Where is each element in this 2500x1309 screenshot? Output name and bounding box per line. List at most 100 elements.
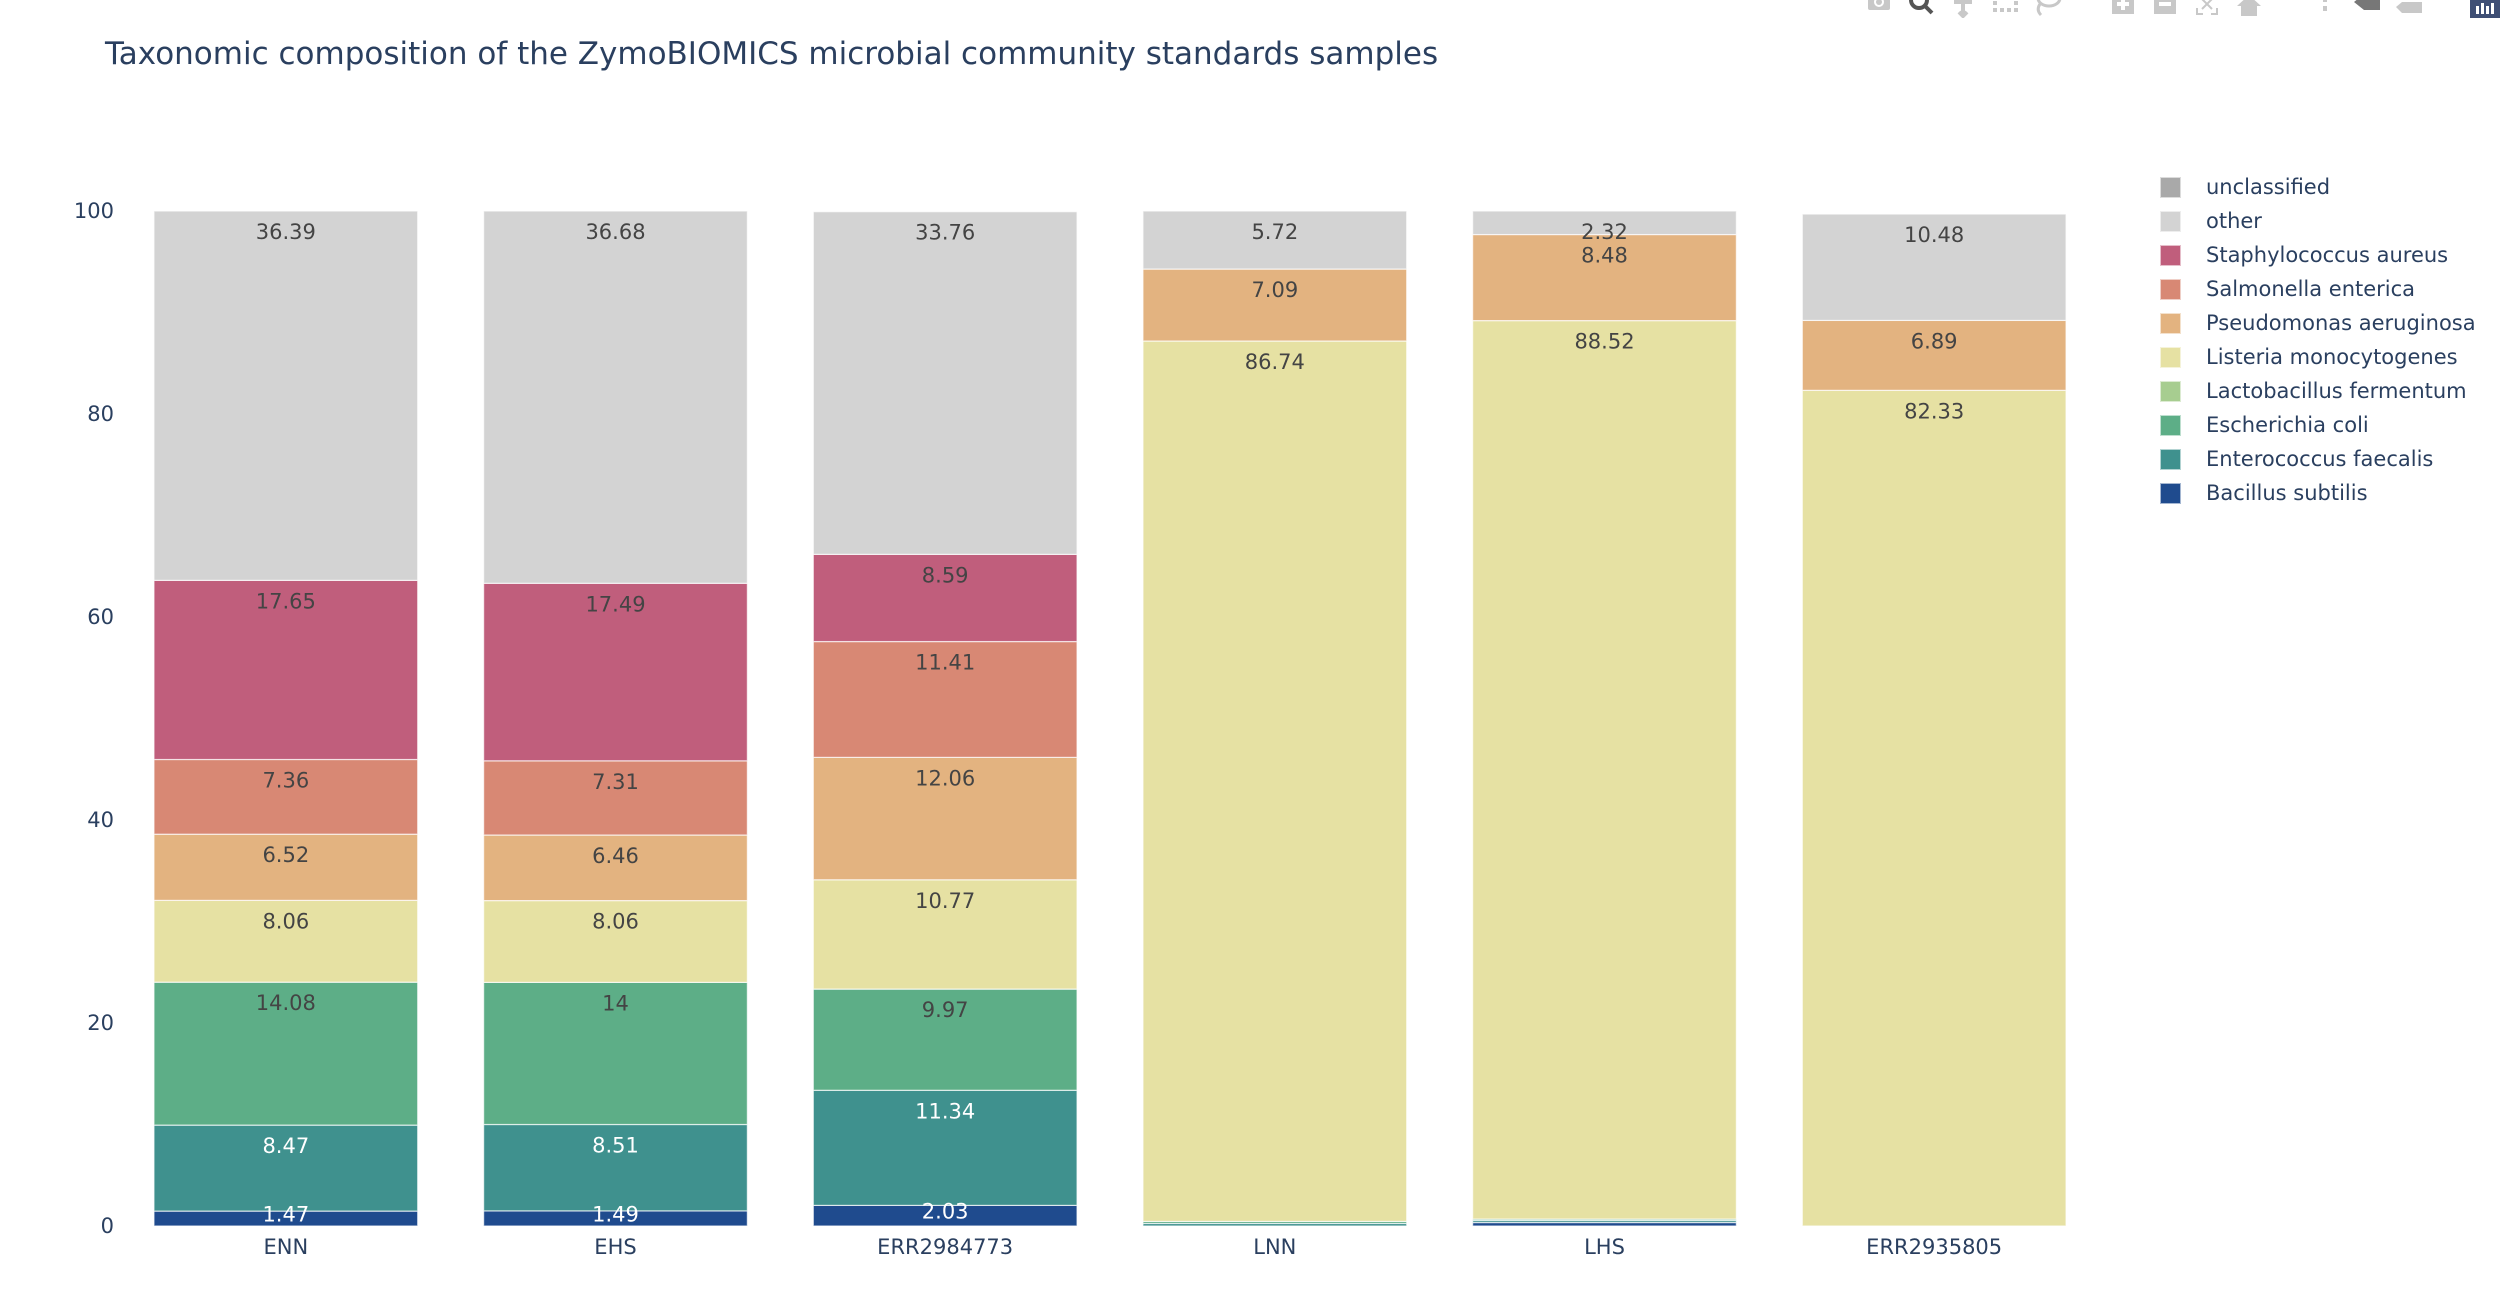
y-tick-label: 60 — [87, 605, 114, 629]
zoom-in-button[interactable] — [2108, 0, 2138, 18]
legend-label: Lactobacillus fermentum — [2206, 379, 2467, 403]
bar-value-label: 7.31 — [592, 770, 639, 794]
hover-compare-button[interactable] — [2352, 0, 2382, 18]
legend-label: unclassified — [2206, 175, 2331, 199]
y-tick-label: 100 — [74, 199, 114, 223]
bar-segment[interactable] — [812, 988, 1078, 1091]
bar-segment[interactable] — [153, 579, 419, 761]
bar-segment[interactable] — [153, 833, 419, 901]
bar-segment[interactable] — [1801, 389, 2067, 1227]
hover-closest-icon — [2396, 2, 2422, 13]
legend-label: Staphylococcus aureus — [2206, 243, 2449, 267]
bar-segment[interactable] — [153, 981, 419, 1126]
zoom-in-icon — [2112, 0, 2134, 14]
legend-item[interactable]: Bacillus subtilis — [2160, 476, 2476, 510]
pan-icon — [1954, 0, 1972, 18]
bar-value-label: 11.41 — [915, 651, 975, 675]
camera-icon — [1868, 0, 1890, 10]
reset-axes-button[interactable] — [2234, 0, 2264, 18]
bar-value-label: 11.34 — [915, 1099, 975, 1123]
legend-item[interactable]: Staphylococcus aureus — [2160, 238, 2476, 272]
bar-segment[interactable] — [812, 211, 1078, 555]
bar-value-label: 2.03 — [922, 1200, 969, 1224]
y-tick-label: 80 — [87, 402, 114, 426]
y-tick-label: 20 — [87, 1011, 114, 1035]
legend-item[interactable]: Escherichia coli — [2160, 408, 2476, 442]
x-tick-label: EHS — [594, 1235, 636, 1259]
autoscale-button[interactable] — [2192, 0, 2222, 18]
legend-swatch — [2160, 380, 2181, 402]
bar-value-label: 86.74 — [1245, 350, 1305, 374]
legend-item[interactable]: Listeria monocytogenes — [2160, 340, 2476, 374]
legend-swatch — [2160, 176, 2181, 198]
legend-swatch — [2160, 210, 2181, 232]
bar-segment[interactable] — [812, 1089, 1078, 1206]
bar-segment[interactable] — [483, 760, 748, 836]
bar-segment[interactable] — [153, 758, 419, 835]
bar-segment[interactable] — [812, 879, 1078, 990]
bar-segment[interactable] — [483, 981, 748, 1126]
legend-item[interactable]: unclassified — [2160, 170, 2476, 204]
legend-label: Pseudomonas aeruginosa — [2206, 311, 2476, 335]
legend-label: Salmonella enterica — [2206, 277, 2416, 301]
lasso-select-button[interactable] — [2032, 0, 2062, 18]
bar-value-label: 8.06 — [592, 910, 639, 934]
y-tick-label: 40 — [87, 808, 114, 832]
legend-item[interactable]: other — [2160, 204, 2476, 238]
bar-segment[interactable] — [1472, 320, 1737, 1220]
bar-value-label: 36.39 — [256, 220, 316, 244]
bar-segment[interactable] — [483, 582, 748, 762]
spike-lines-button[interactable] — [2310, 0, 2340, 18]
bar-value-label: 2.32 — [1581, 220, 1628, 244]
bar-segment[interactable] — [1801, 213, 2067, 322]
bar-value-label: 8.51 — [592, 1134, 639, 1158]
hover-closest-button[interactable] — [2394, 0, 2424, 18]
bar-segment[interactable] — [1472, 233, 1737, 322]
plotly-logo-icon — [2470, 0, 2500, 18]
legend-item[interactable]: Pseudomonas aeruginosa — [2160, 306, 2476, 340]
camera-button[interactable] — [1864, 0, 1894, 18]
bar-segment[interactable] — [483, 834, 748, 902]
pan-button[interactable] — [1948, 0, 1978, 18]
zoom-button[interactable] — [1906, 0, 1936, 18]
plotly-logo-button[interactable] — [2470, 0, 2500, 18]
bar-segment[interactable] — [1142, 268, 1408, 342]
legend-item[interactable]: Salmonella enterica — [2160, 272, 2476, 306]
legend-item[interactable]: Lactobacillus fermentum — [2160, 374, 2476, 408]
legend-swatch — [2160, 414, 2181, 436]
bar-segment[interactable] — [1142, 210, 1408, 270]
x-tick-label: LHS — [1584, 1235, 1625, 1259]
bar-segment[interactable] — [1472, 210, 1737, 236]
modebar-group — [2096, 0, 2264, 18]
bar-value-label: 7.36 — [262, 769, 309, 793]
legend-swatch — [2160, 278, 2181, 300]
bar-segment[interactable] — [483, 899, 748, 984]
x-tick-label: ERR2984773 — [877, 1235, 1013, 1259]
bar-segment[interactable] — [153, 899, 419, 983]
bar-segment[interactable] — [483, 1123, 748, 1212]
zoom-out-button[interactable] — [2150, 0, 2180, 18]
bar-segment[interactable] — [812, 553, 1078, 643]
legend-item[interactable]: Enterococcus faecalis — [2160, 442, 2476, 476]
x-axis: ENN EHS ERR2984773 LNN LHS ERR2935805 — [263, 1235, 2002, 1259]
bar-segment[interactable] — [812, 640, 1078, 758]
bar-value-label: 10.48 — [1904, 223, 1964, 247]
bar-value-label: 14.08 — [256, 991, 316, 1015]
bar-segment[interactable] — [483, 210, 748, 584]
legend-swatch — [2160, 312, 2181, 334]
legend-label: Escherichia coli — [2206, 413, 2369, 437]
box-select-button[interactable] — [1990, 0, 2020, 18]
x-tick-label: ENN — [263, 1235, 308, 1259]
legend-swatch — [2160, 244, 2181, 266]
bar-value-label: 17.49 — [585, 592, 645, 616]
bar-value-label: 14 — [602, 991, 629, 1015]
bar-segment[interactable] — [812, 756, 1078, 881]
bar-value-label: 10.77 — [915, 889, 975, 913]
modebar-toolbar — [1818, 0, 2500, 18]
bar-segment[interactable] — [1142, 340, 1408, 1223]
zoom-out-icon — [2154, 0, 2176, 14]
bar-value-label: 8.06 — [262, 909, 309, 933]
legend-swatch — [2160, 448, 2181, 470]
bar-segment[interactable] — [153, 210, 419, 581]
